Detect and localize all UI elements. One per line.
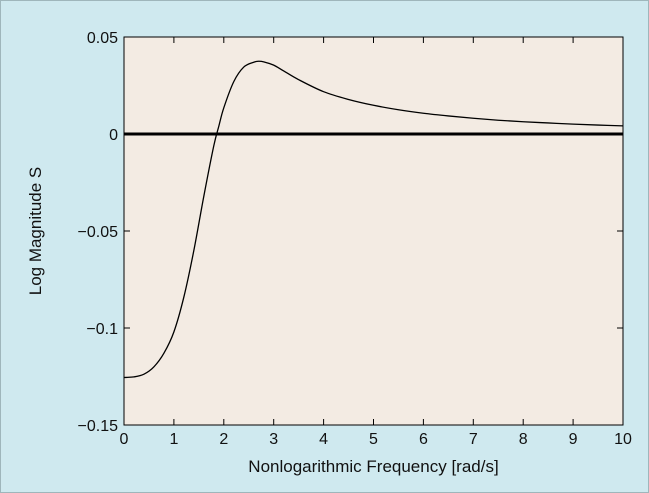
plot-area xyxy=(123,36,624,426)
x-tick-label: 2 xyxy=(219,431,228,448)
y-tick-label: −0.15 xyxy=(78,418,119,435)
x-tick-label: 7 xyxy=(469,431,478,448)
x-tick-label: 8 xyxy=(519,431,528,448)
y-axis-title: Log Magnitude S xyxy=(26,167,45,296)
x-tick-label: 0 xyxy=(120,431,129,448)
series-line-s-magnitude xyxy=(123,60,624,379)
y-tick-label: −0.05 xyxy=(78,224,119,241)
series-layer xyxy=(123,60,624,379)
y-ticks: −0.15 −0.1 −0.05 0 0.05 xyxy=(78,30,623,435)
y-tick-label: −0.1 xyxy=(86,321,118,338)
x-tick-label: 6 xyxy=(419,431,428,448)
x-tick-label: 4 xyxy=(319,431,328,448)
x-tick-label: 5 xyxy=(369,431,378,448)
y-tick-label: 0 xyxy=(109,127,118,144)
x-ticks: 0 1 2 3 4 5 6 7 8 9 10 xyxy=(120,37,632,448)
y-tick-label: 0.05 xyxy=(87,30,118,47)
x-tick-label: 1 xyxy=(169,431,178,448)
x-tick-label: 10 xyxy=(614,431,632,448)
x-tick-label: 9 xyxy=(569,431,578,448)
x-tick-label: 3 xyxy=(269,431,278,448)
x-axis-title: Nonlogarithmic Frequency [rad/s] xyxy=(248,457,498,476)
